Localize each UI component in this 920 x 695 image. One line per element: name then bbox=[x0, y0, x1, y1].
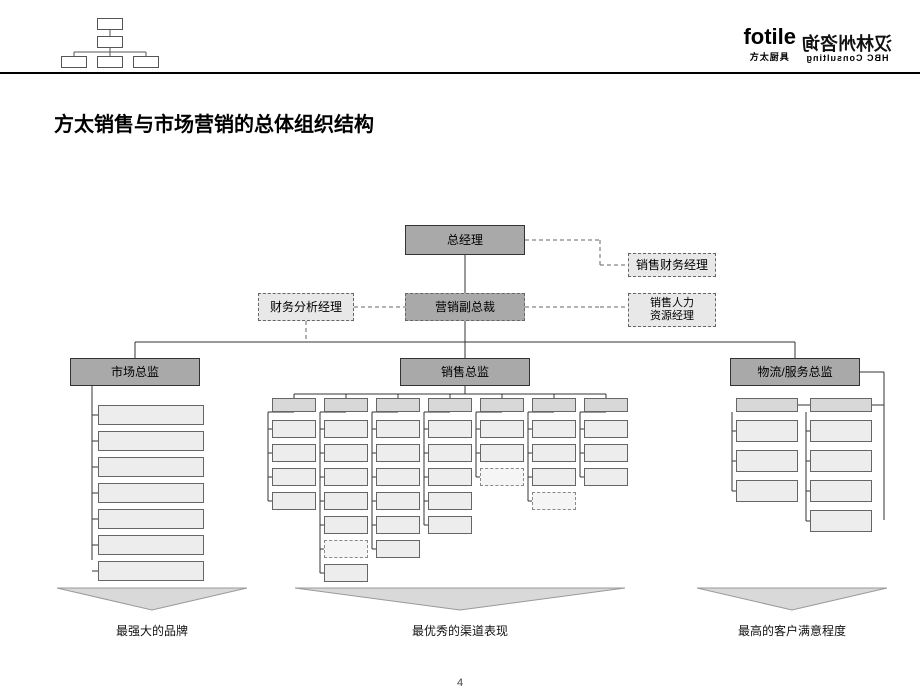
svc-col-header bbox=[810, 398, 872, 412]
sales-sub-box bbox=[376, 540, 420, 558]
sales-sub-box bbox=[428, 468, 472, 486]
sales-sub-box bbox=[532, 444, 576, 462]
sales-sub-box bbox=[376, 420, 420, 438]
sales-sub-box bbox=[480, 444, 524, 462]
sales-sub-box bbox=[584, 420, 628, 438]
node-gm: 总经理 bbox=[405, 225, 525, 255]
sales-sub-box bbox=[324, 540, 368, 558]
summary-caption: 最高的客户满意程度 bbox=[712, 622, 872, 639]
summary-caption: 最强大的品牌 bbox=[72, 622, 232, 639]
node-sales_dir: 销售总监 bbox=[400, 358, 530, 386]
sales-sub-box bbox=[428, 492, 472, 510]
sales-sub-box bbox=[376, 516, 420, 534]
svc-sub-box bbox=[810, 510, 872, 532]
sales-sub-box bbox=[272, 468, 316, 486]
mkt-sub-box bbox=[98, 535, 204, 555]
sales-sub-box bbox=[324, 564, 368, 582]
svc-sub-box bbox=[736, 480, 798, 502]
sales-sub-box bbox=[324, 516, 368, 534]
sales-col-header bbox=[532, 398, 576, 412]
org-chart: 总经理营销副总裁 财务分析经理 销售财务经理销售人力资源经理市场总监 销售总监 物流/服… bbox=[0, 0, 920, 695]
node-mkt_dir: 市场总监 bbox=[70, 358, 200, 386]
sales-sub-box bbox=[428, 516, 472, 534]
mkt-sub-box bbox=[98, 405, 204, 425]
mkt-sub-box bbox=[98, 431, 204, 451]
sales-col-header bbox=[480, 398, 524, 412]
sales-sub-box bbox=[272, 444, 316, 462]
svc-sub-box bbox=[810, 480, 872, 502]
node-sales_fin: 销售财务经理 bbox=[628, 253, 716, 277]
mkt-sub-box bbox=[98, 483, 204, 503]
sales-sub-box bbox=[324, 420, 368, 438]
sales-sub-box bbox=[428, 444, 472, 462]
sales-col-header bbox=[584, 398, 628, 412]
sales-sub-box bbox=[272, 420, 316, 438]
sales-sub-box bbox=[584, 444, 628, 462]
node-fin_mgr: 财务分析经理 bbox=[258, 293, 354, 321]
sales-sub-box bbox=[376, 468, 420, 486]
svc-sub-box bbox=[736, 450, 798, 472]
node-sales_hr: 销售人力资源经理 bbox=[628, 293, 716, 327]
sales-sub-box bbox=[584, 468, 628, 486]
svc-sub-box bbox=[736, 420, 798, 442]
sales-sub-box bbox=[324, 444, 368, 462]
sales-col-header bbox=[376, 398, 420, 412]
sales-col-header bbox=[324, 398, 368, 412]
sales-sub-box bbox=[324, 492, 368, 510]
svc-col-header bbox=[736, 398, 798, 412]
svc-sub-box bbox=[810, 420, 872, 442]
node-vp: 营销副总裁 bbox=[405, 293, 525, 321]
node-svc_dir: 物流/服务总监 bbox=[730, 358, 860, 386]
sales-col-header bbox=[272, 398, 316, 412]
sales-sub-box bbox=[428, 420, 472, 438]
mkt-sub-box bbox=[98, 457, 204, 477]
sales-sub-box bbox=[480, 468, 524, 486]
sales-sub-box bbox=[532, 468, 576, 486]
mkt-sub-box bbox=[98, 561, 204, 581]
svc-sub-box bbox=[810, 450, 872, 472]
sales-sub-box bbox=[272, 492, 316, 510]
sales-sub-box bbox=[376, 492, 420, 510]
sales-sub-box bbox=[480, 420, 524, 438]
sales-col-header bbox=[428, 398, 472, 412]
summary-caption: 最优秀的渠道表现 bbox=[380, 622, 540, 639]
mkt-sub-box bbox=[98, 509, 204, 529]
page-number: 4 bbox=[0, 677, 920, 689]
sales-sub-box bbox=[532, 492, 576, 510]
sales-sub-box bbox=[324, 468, 368, 486]
sales-sub-box bbox=[376, 444, 420, 462]
sales-sub-box bbox=[532, 420, 576, 438]
